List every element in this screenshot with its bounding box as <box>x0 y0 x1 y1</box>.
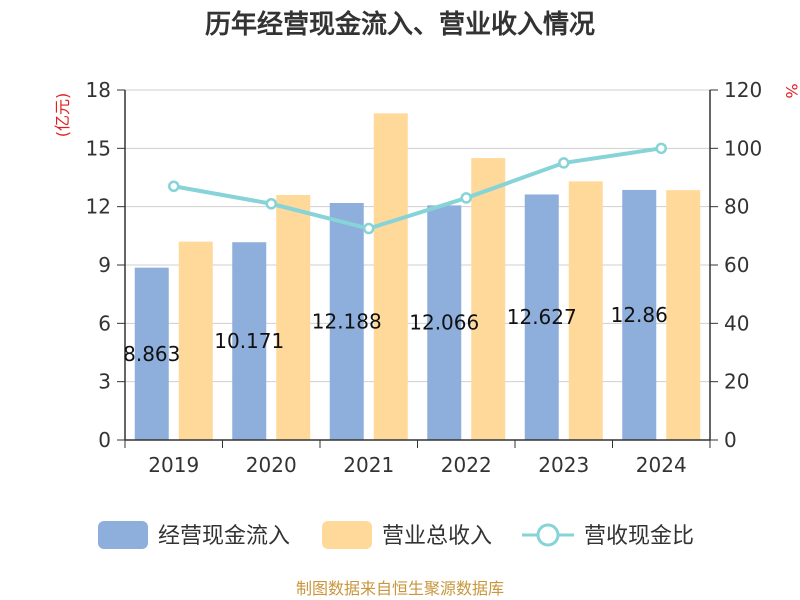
gridlines <box>125 89 710 383</box>
y-left-tick-label: 15 <box>86 136 111 160</box>
x-tick-label: 2024 <box>636 453 687 477</box>
data-label-cash-inflow: 10.171 <box>214 329 284 353</box>
y-left-tick-label: 12 <box>86 195 111 219</box>
legend-swatch-cash-inflow <box>98 521 148 549</box>
ratio-point <box>655 142 667 155</box>
ratio-line-path <box>173 146 662 231</box>
x-tick-label: 2022 <box>441 453 492 477</box>
y-left-tick-label: 9 <box>98 253 111 277</box>
x-tick-label: 2020 <box>246 453 297 477</box>
y-left-tick-label: 18 <box>86 78 111 102</box>
y-right-tick-label: 40 <box>724 311 749 335</box>
data-label-cash-inflow: 12.627 <box>507 305 577 329</box>
source-note: 制图数据来自恒生聚源数据库 <box>296 579 504 598</box>
data-label-cash-inflow: 12.86 <box>611 303 668 327</box>
x-tick-label: 2019 <box>148 453 199 477</box>
ratio-point <box>363 222 375 235</box>
bar-cash-inflow <box>524 194 559 440</box>
legend: 经营现金流入 营业总收入 营收现金比 <box>98 521 694 549</box>
bar-revenue <box>276 195 311 440</box>
legend-swatch-revenue <box>322 521 372 549</box>
bar-cash-inflow <box>427 205 462 440</box>
ratio-point <box>168 180 180 192</box>
y-right-tick-label: 120 <box>724 78 762 102</box>
y-left-tick-label: 6 <box>98 311 111 335</box>
data-label-cash-inflow: 12.188 <box>312 310 382 334</box>
x-tick-label: 2023 <box>538 453 589 477</box>
legend-marker-ratio <box>536 523 560 547</box>
y-right-tick-label: 100 <box>724 136 762 160</box>
bar-cash-inflow <box>232 242 267 440</box>
bar-cash-inflow <box>329 203 364 440</box>
y-right-tick-label: 80 <box>724 195 749 219</box>
ratio-point <box>460 192 472 204</box>
data-labels: 8.863 10.171 12.188 12.066 12.627 12.86 <box>123 303 668 366</box>
axes: 0 3 6 9 12 15 18 0 20 40 60 80 100 120 2019 2020 2021 202… <box>86 78 763 477</box>
bar-revenue <box>471 158 506 441</box>
data-label-cash-inflow: 12.066 <box>409 311 479 335</box>
y-right-tick-label: 20 <box>724 370 749 394</box>
bar-revenue <box>568 181 603 440</box>
ratio-line <box>168 142 667 235</box>
ratio-point <box>558 157 570 169</box>
y-right-tick-label: 60 <box>724 253 749 277</box>
bar-revenue <box>373 113 408 440</box>
chart-title: 历年经营现金流入、营业收入情况 <box>205 9 595 40</box>
data-label-cash-inflow: 8.863 <box>123 342 180 366</box>
bar-cash-inflow <box>622 189 657 440</box>
bars <box>134 113 701 441</box>
y-right-label: % <box>782 83 800 98</box>
x-tick-label: 2021 <box>343 453 394 477</box>
bar-revenue <box>666 190 701 440</box>
y-right-tick-label: 0 <box>724 428 737 452</box>
y-left-label: (亿元) <box>53 93 72 138</box>
y-left-tick-label: 3 <box>98 370 111 394</box>
ratio-point <box>265 198 277 210</box>
bar-cash-inflow <box>134 267 169 440</box>
bar-revenue <box>178 241 213 440</box>
legend-label-ratio: 营收现金比 <box>584 524 694 549</box>
legend-label-cash-inflow: 经营现金流入 <box>158 524 290 549</box>
legend-label-revenue: 营业总收入 <box>382 524 492 549</box>
y-left-tick-label: 0 <box>98 428 111 452</box>
